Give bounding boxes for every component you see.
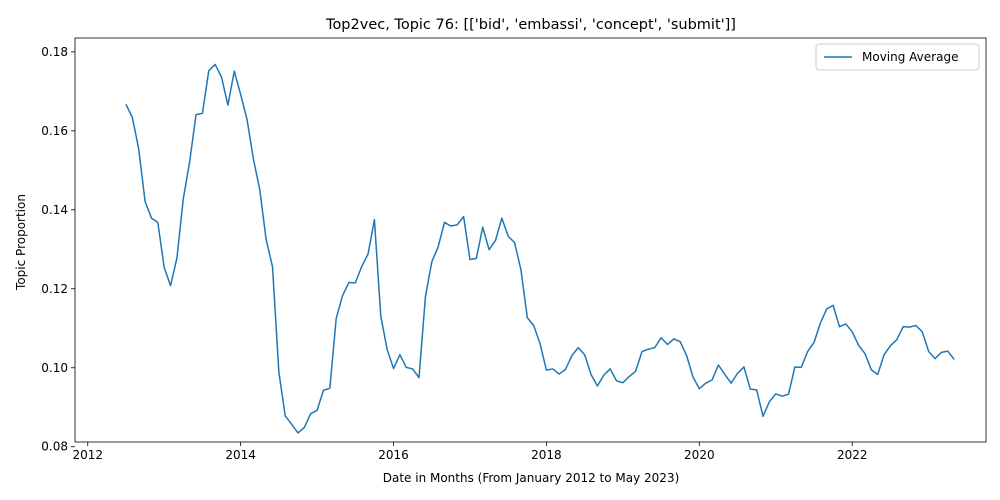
- x-axis-label: Date in Months (From January 2012 to May…: [383, 471, 680, 485]
- y-tick-label: 0.18: [41, 45, 68, 59]
- plot-frame: [74, 37, 987, 443]
- y-tick-label: 0.10: [41, 361, 68, 375]
- plot-area: 2012 2014 2016 2018 2020 2022 0.08 0.10 0.12 0.14…: [41, 37, 987, 462]
- y-tick-label: 0.08: [41, 440, 68, 454]
- y-tick-label: 0.16: [41, 124, 68, 138]
- x-tick-label: 2016: [378, 448, 409, 462]
- legend-label: Moving Average: [862, 50, 958, 64]
- y-tick-label: 0.14: [41, 203, 68, 217]
- legend-box: [815, 43, 980, 71]
- x-tick-label: 2018: [531, 448, 562, 462]
- y-axis-label: Topic Proportion: [14, 194, 28, 291]
- x-tick-label: 2020: [684, 448, 715, 462]
- chart-title: Top2vec, Topic 76: [['bid', 'embassi', '…: [325, 17, 736, 33]
- legend: Moving Average: [815, 43, 980, 71]
- x-tick-label: 2012: [72, 448, 103, 462]
- y-tick-label: 0.12: [41, 282, 68, 296]
- series-line-moving-average: [125, 63, 955, 434]
- x-tick-label: 2022: [837, 448, 868, 462]
- x-tick-label: 2014: [225, 448, 256, 462]
